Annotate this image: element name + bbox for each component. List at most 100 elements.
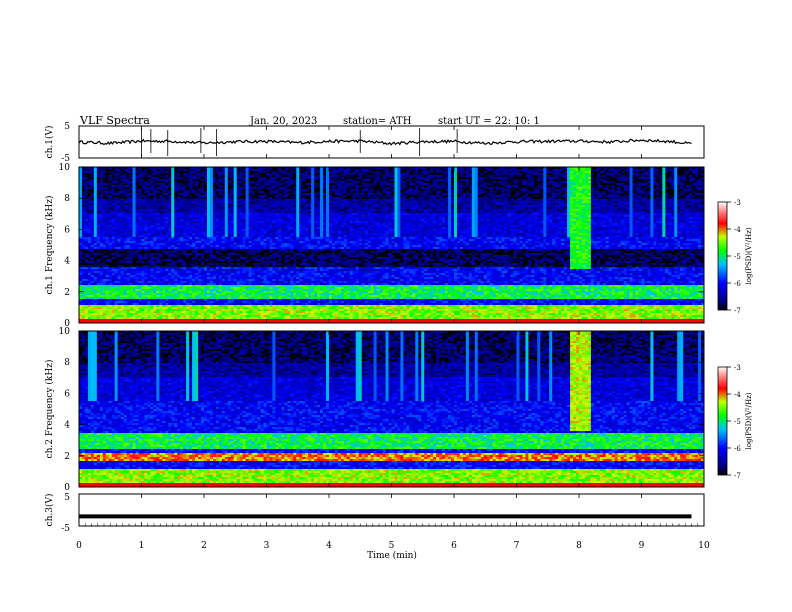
spectrogram-cell	[84, 199, 89, 202]
spectrogram-cell	[84, 201, 89, 204]
spectrogram-cell	[79, 201, 83, 204]
spectrogram-cell	[81, 201, 86, 204]
spectrogram-cell	[165, 239, 169, 242]
spectrogram-cell	[126, 265, 130, 268]
spectrogram-cell	[93, 229, 98, 232]
spectrogram-cell	[126, 181, 130, 184]
spectrogram-cell	[168, 195, 172, 198]
spectrogram-cell	[162, 201, 166, 204]
spectrogram-cell	[108, 263, 113, 266]
spectrogram-cell	[99, 301, 104, 304]
spectrogram-cell	[156, 319, 160, 322]
spectrogram-cell	[111, 179, 116, 182]
spectrogram-cell	[105, 211, 110, 214]
spectrogram-cell	[108, 207, 113, 210]
spectrogram-cell	[129, 253, 133, 256]
spectrogram-cell	[123, 169, 128, 172]
spectrogram-cell	[114, 313, 119, 316]
spectrogram-cell	[114, 207, 119, 210]
spectrogram-cell	[120, 251, 125, 254]
spectrogram-cell	[117, 173, 122, 176]
spectrogram-cell	[84, 253, 89, 256]
spectrogram-cell	[117, 321, 122, 324]
spectrogram-cell	[81, 289, 86, 292]
spectrogram-cell	[144, 291, 148, 294]
spectrogram-cell	[159, 179, 163, 182]
spectrogram-cell	[123, 291, 128, 294]
spectrogram-cell	[150, 281, 154, 284]
spectrogram-cell	[138, 245, 142, 248]
spectrogram-cell	[141, 279, 145, 282]
spectrogram-cell	[90, 303, 95, 306]
spectrogram-cell	[156, 171, 160, 174]
spectrogram-cell	[105, 187, 110, 190]
spectrogram-cell	[90, 295, 95, 298]
spectrogram-cell	[93, 305, 98, 308]
spectrogram-cell	[126, 217, 130, 220]
spectrogram-cell	[156, 213, 160, 216]
spectrogram-cell	[84, 295, 89, 298]
spectrogram-cell	[87, 303, 92, 306]
spectrogram-cell	[144, 225, 148, 228]
spectrogram-cell	[153, 213, 157, 216]
spectrogram-cell	[90, 195, 95, 198]
spectrogram-cell	[129, 293, 133, 296]
spectrogram-cell	[93, 179, 98, 182]
spectrogram-cell	[117, 299, 122, 302]
spectrogram-cell	[126, 175, 130, 178]
spectrogram-cell	[120, 257, 125, 260]
spectrogram-cell	[81, 207, 86, 210]
spectrogram-cell	[165, 229, 169, 232]
spectrogram-cell	[99, 299, 104, 302]
spectrogram-cell	[147, 199, 151, 202]
spectrogram-cell	[99, 199, 104, 202]
spectrogram-cell	[141, 187, 145, 190]
spectrogram-cell	[102, 243, 107, 246]
spectrogram-cell	[90, 297, 95, 300]
spectrogram-cell	[141, 317, 145, 320]
spectrogram-cell	[111, 199, 116, 202]
spectrogram-cell	[87, 315, 92, 318]
spectrogram-cell	[165, 309, 169, 312]
spectrogram-cell	[153, 293, 157, 296]
spectrogram-cell	[84, 279, 89, 282]
spectrogram-cell	[114, 179, 119, 182]
spectrogram-cell	[159, 261, 163, 264]
spectrogram-cell	[111, 273, 116, 276]
spectrogram-cell	[117, 295, 122, 298]
spectrogram-cell	[93, 221, 98, 224]
spectrogram-cell	[90, 281, 95, 284]
spectrogram-cell	[126, 293, 130, 296]
spectrogram-cell	[165, 289, 169, 292]
spectrogram-cell	[79, 209, 83, 212]
spectrogram-cell	[87, 171, 92, 174]
spectrogram-cell	[129, 263, 133, 266]
spectrogram-cell	[132, 263, 136, 266]
spectrogram-cell	[84, 303, 89, 306]
spectrogram-cell	[84, 277, 89, 280]
spectrogram-cell	[102, 311, 107, 314]
spectrogram-cell	[138, 215, 142, 218]
spectrogram-cell	[132, 205, 136, 208]
spectrogram-cell	[141, 269, 145, 272]
spectrogram-cell	[102, 309, 107, 312]
spectrogram-cell	[159, 247, 163, 250]
spectrogram-cell	[132, 211, 136, 214]
spectrogram-cell	[79, 171, 83, 174]
spectrogram-cell	[117, 303, 122, 306]
spectrogram-cell	[132, 269, 136, 272]
spectrogram-cell	[120, 169, 125, 172]
spectrogram-cell	[105, 267, 110, 270]
spectrogram-cell	[147, 235, 151, 238]
spectrogram-cell	[111, 249, 116, 252]
spectrogram-cell	[135, 173, 139, 176]
spectrogram-cell	[153, 219, 157, 222]
spectrogram-cell	[114, 201, 119, 204]
spectrogram-cell	[150, 223, 154, 226]
spectrogram-cell	[162, 285, 166, 288]
spectrogram-cell	[117, 315, 122, 318]
spectrogram-cell	[81, 175, 86, 178]
spectrogram-cell	[132, 255, 136, 258]
spectrogram-cell	[150, 235, 154, 238]
spectrogram-cell	[102, 245, 107, 248]
